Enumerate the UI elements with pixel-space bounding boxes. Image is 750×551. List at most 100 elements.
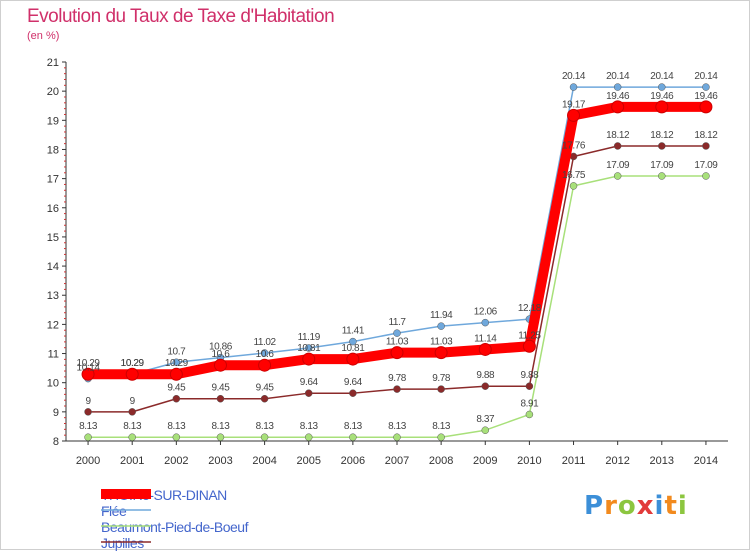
data-label: 9.45 <box>167 383 186 394</box>
data-label: 9.45 <box>212 383 231 394</box>
y-tick-label: 10 <box>47 378 59 390</box>
data-label: 10.29 <box>121 358 145 369</box>
legend-swatch-jupilles <box>101 541 151 543</box>
proxiti-logo: Proxiti <box>584 491 688 521</box>
data-point <box>702 142 710 150</box>
data-label: 8.13 <box>123 421 142 432</box>
data-label: 10.86 <box>209 342 233 353</box>
data-label: 20.14 <box>606 71 630 82</box>
data-label: 19.46 <box>650 91 674 102</box>
legend-swatch-flee <box>101 509 151 511</box>
logo-letter: x <box>636 491 655 521</box>
data-label: 10.81 <box>341 343 365 354</box>
data-label: 19.46 <box>606 91 630 102</box>
data-label: 18.12 <box>650 130 674 141</box>
x-tick-label: 2009 <box>473 455 497 467</box>
data-point <box>125 367 139 381</box>
data-label: 8.37 <box>476 414 495 425</box>
data-point <box>655 100 669 114</box>
data-label: 8.13 <box>256 421 275 432</box>
data-point <box>658 83 666 91</box>
x-tick-label: 2014 <box>694 455 718 467</box>
legend-label-beaumont: Beaumont-Pied-de-Boeuf <box>101 519 249 535</box>
data-label: 18.12 <box>606 130 630 141</box>
data-point <box>128 433 136 441</box>
data-point <box>260 433 269 441</box>
data-point <box>613 172 622 180</box>
data-point <box>611 100 625 114</box>
data-point <box>349 389 357 397</box>
data-label: 8.91 <box>520 398 539 409</box>
data-point <box>349 337 357 346</box>
chart-title: Evolution du Taux de Taxe d'Habitation <box>27 6 335 27</box>
data-label: 9.64 <box>344 377 363 388</box>
data-point <box>702 172 710 180</box>
data-label: 18.12 <box>694 130 718 141</box>
data-label: 19.17 <box>562 99 586 110</box>
data-label: 11.02 <box>253 337 276 348</box>
data-point <box>613 83 622 91</box>
data-label: 8.13 <box>388 421 407 432</box>
data-point <box>346 352 360 366</box>
data-label: 11.03 <box>386 337 409 348</box>
data-point <box>437 385 445 393</box>
y-tick-label: 21 <box>47 57 59 69</box>
x-tick-label: 2013 <box>650 455 674 467</box>
x-tick-label: 2010 <box>517 455 541 467</box>
data-label: 11.14 <box>474 333 497 344</box>
x-tick-label: 2004 <box>252 455 276 467</box>
y-tick-label: 9 <box>53 407 59 419</box>
data-label: 10.6 <box>256 349 275 360</box>
data-label: 12.06 <box>474 307 498 318</box>
logo-letter: i <box>654 491 665 521</box>
line-chart: 8 9 10 11 12 13 14 15 16 17 18 19 20 21 2000 2001 2002 20… <box>47 57 728 467</box>
data-point <box>172 394 181 403</box>
legend-item-thoire: THOIRé-SUR-DINAN <box>101 487 248 503</box>
logo-letter: i <box>677 491 688 521</box>
data-point <box>128 408 136 416</box>
data-label: 20.14 <box>562 71 586 82</box>
data-point <box>304 433 313 441</box>
x-tick-label: 2005 <box>296 455 320 467</box>
data-label: 16.75 <box>562 170 586 181</box>
data-label: 9.88 <box>476 370 495 381</box>
logo-letter: o <box>617 491 637 521</box>
y-tick-label: 16 <box>47 203 59 215</box>
legend-swatch-thoire <box>101 489 151 499</box>
x-tick-label: 2007 <box>385 455 409 467</box>
data-label: 11.7 <box>388 317 406 328</box>
data-label: 10.14 <box>77 363 101 374</box>
data-label: 8.13 <box>432 421 451 432</box>
data-point <box>169 367 183 381</box>
data-label: 8.13 <box>167 421 186 432</box>
data-label: 11.03 <box>430 337 453 348</box>
data-label: 8.13 <box>212 421 231 432</box>
data-point <box>481 426 490 434</box>
y-tick-label: 19 <box>47 115 59 127</box>
data-point <box>522 339 536 353</box>
y-tick-label: 13 <box>47 290 59 302</box>
data-label: 8.13 <box>300 421 319 432</box>
data-point <box>260 394 269 403</box>
legend-item-beaumont: Beaumont-Pied-de-Boeuf <box>101 519 249 535</box>
data-point <box>81 367 95 381</box>
data-label: 17.09 <box>606 160 630 171</box>
data-point <box>525 382 534 390</box>
data-label: 8.13 <box>344 421 363 432</box>
x-tick-label: 2003 <box>208 455 232 467</box>
x-tick-label: 2006 <box>341 455 365 467</box>
data-point <box>613 142 622 150</box>
data-point <box>478 342 492 356</box>
legend-item-jupilles: Jupilles <box>101 535 248 551</box>
data-label: 9.78 <box>432 373 451 384</box>
legend-item-flee: Flée <box>101 503 248 519</box>
x-tick-label: 2001 <box>120 455 144 467</box>
data-point <box>84 433 92 441</box>
data-point <box>437 433 445 441</box>
data-label: 10.6 <box>212 349 231 360</box>
data-point <box>390 346 404 360</box>
data-point <box>481 318 490 327</box>
data-point <box>658 172 666 180</box>
legend-label-flee: Flée <box>101 503 127 519</box>
